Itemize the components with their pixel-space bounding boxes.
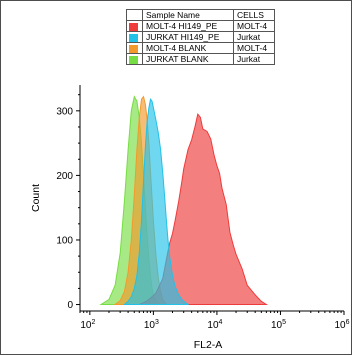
legend-swatch xyxy=(129,22,138,31)
legend-header-row: Sample Name CELLS xyxy=(126,9,275,21)
x-tick-label: 106 xyxy=(334,319,349,331)
legend-swatch xyxy=(129,33,138,42)
y-axis-title: Count xyxy=(30,184,42,212)
x-tick-label: 102 xyxy=(80,319,95,331)
y-tick-label: 200 xyxy=(56,171,73,182)
series-layer xyxy=(99,95,269,305)
y-tick-label: 300 xyxy=(56,106,73,117)
legend-row: JURKAT HI149_PE Jurkat xyxy=(126,31,275,43)
x-tick-label: 103 xyxy=(144,319,159,331)
legend-table: Sample Name CELLS MOLT-4 HI149_PE MOLT-4… xyxy=(126,9,275,65)
legend-cell-type: Jurkat xyxy=(233,53,275,65)
legend-row: JURKAT BLANK Jurkat xyxy=(126,53,275,65)
y-tick-label: 0 xyxy=(67,300,73,311)
legend-swatch xyxy=(129,44,138,53)
legend-swatch xyxy=(129,55,138,64)
x-tick-label: 104 xyxy=(207,319,222,331)
x-axis-title: FL2-A xyxy=(194,339,223,351)
y-tick-label: 100 xyxy=(56,235,73,246)
ticks-layer: 0 100 200 300 102 103 104 105 106 xyxy=(56,94,350,331)
histogram-series xyxy=(123,98,190,305)
x-tick-label: 105 xyxy=(271,319,286,331)
